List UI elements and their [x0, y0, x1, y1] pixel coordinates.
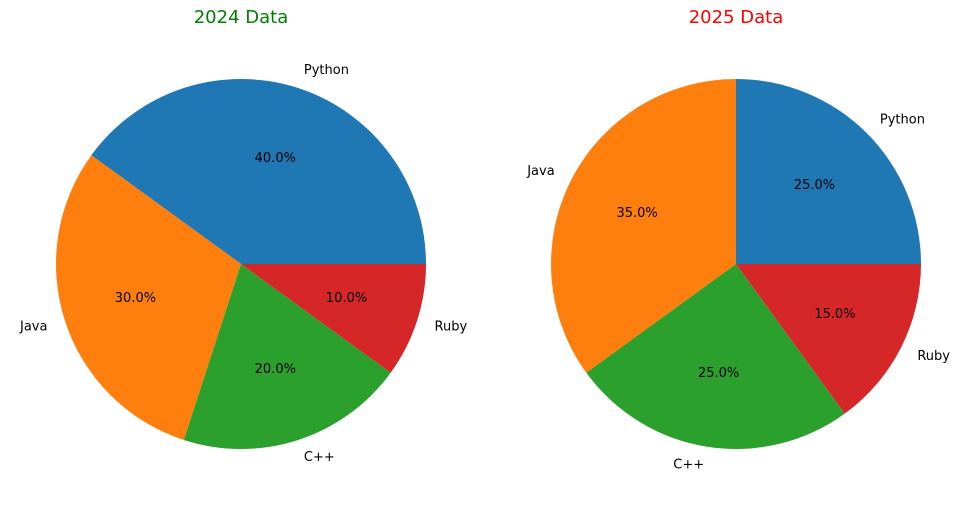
slice-label: Ruby [435, 319, 468, 334]
slice-label: Java [19, 319, 47, 334]
percent-label: 15.0% [814, 307, 855, 322]
percent-label: 40.0% [255, 151, 296, 166]
slice-label: C++ [304, 450, 335, 465]
percent-label: 25.0% [794, 178, 835, 193]
pie-slice [91, 79, 427, 265]
slice-label: C++ [673, 457, 704, 472]
pie-slice [736, 79, 921, 264]
slice-label: Java [526, 164, 554, 179]
pie-slice [56, 155, 241, 440]
pie-slice [241, 264, 426, 373]
slice-label: Python [304, 63, 349, 78]
chart-title: 2024 Data [194, 7, 289, 28]
chart-title: 2025 Data [689, 7, 784, 28]
percent-label: 35.0% [616, 206, 657, 221]
pie-slice [586, 264, 845, 450]
slice-label: Python [880, 113, 925, 128]
percent-label: 10.0% [326, 291, 367, 306]
percent-label: 30.0% [115, 291, 156, 306]
pie-slice [551, 79, 736, 373]
percent-label: 25.0% [698, 366, 739, 381]
pie-slice [736, 264, 921, 414]
percent-label: 20.0% [255, 362, 296, 377]
pie-slice [183, 264, 391, 449]
slice-label: Ruby [917, 349, 950, 364]
